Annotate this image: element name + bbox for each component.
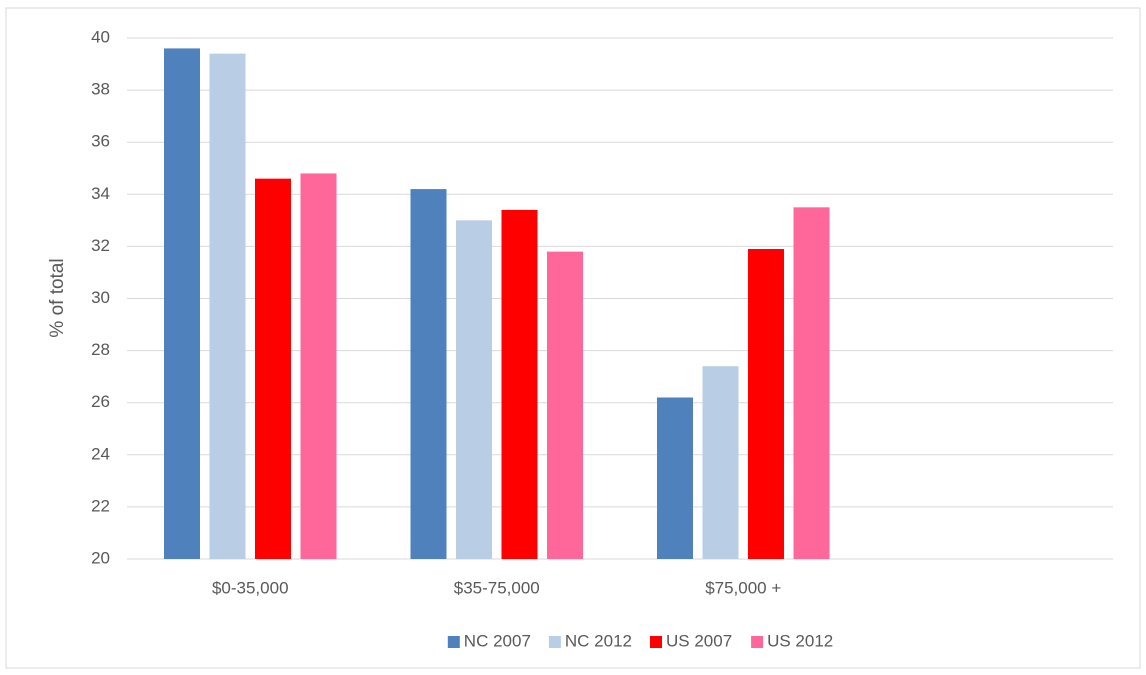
legend-label: US 2012 bbox=[767, 631, 833, 650]
x-tick-label: $0-35,000 bbox=[212, 578, 289, 597]
x-tick-label: $35-75,000 bbox=[454, 578, 540, 597]
legend-label: NC 2007 bbox=[464, 631, 531, 650]
bar bbox=[456, 220, 492, 559]
legend-swatch bbox=[650, 636, 662, 648]
y-tick-label: 24 bbox=[91, 444, 110, 463]
y-tick-label: 34 bbox=[91, 184, 110, 203]
y-tick-label: 38 bbox=[91, 80, 110, 99]
y-tick-label: 22 bbox=[91, 496, 110, 515]
bar bbox=[164, 48, 200, 560]
legend-swatch bbox=[751, 636, 764, 648]
bar bbox=[793, 207, 830, 559]
y-tick-label: 30 bbox=[91, 288, 110, 307]
bar bbox=[702, 366, 739, 559]
y-tick-label: 20 bbox=[91, 548, 110, 567]
bar bbox=[748, 249, 784, 559]
bar bbox=[410, 189, 447, 559]
y-tick-label: 28 bbox=[91, 340, 110, 359]
legend-label: NC 2012 bbox=[565, 631, 632, 650]
bar bbox=[657, 397, 693, 559]
y-tick-label: 36 bbox=[91, 132, 110, 151]
legend-swatch bbox=[447, 636, 460, 648]
legend-swatch bbox=[548, 636, 561, 648]
bar bbox=[300, 173, 337, 559]
legend-label: US 2007 bbox=[666, 631, 732, 650]
bar bbox=[547, 251, 583, 560]
bar bbox=[255, 178, 291, 560]
y-tick-label: 32 bbox=[91, 236, 110, 255]
bar bbox=[501, 209, 538, 559]
y-tick-label: 40 bbox=[91, 27, 110, 46]
bar bbox=[209, 53, 246, 559]
y-axis-title: % of total bbox=[47, 258, 68, 337]
y-tick-label: 26 bbox=[91, 392, 110, 411]
x-tick-label: $75,000 + bbox=[705, 578, 781, 597]
